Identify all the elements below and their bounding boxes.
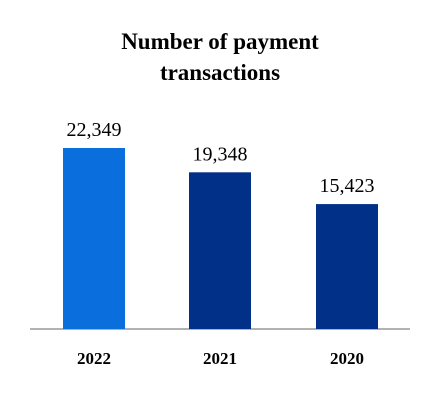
x-tick-label: 2021	[203, 349, 237, 368]
bar	[63, 148, 125, 329]
x-tick-label: 2020	[330, 349, 364, 368]
bar	[316, 204, 378, 329]
value-label: 19,348	[193, 143, 248, 165]
x-tick-label: 2022	[77, 349, 111, 368]
bar	[189, 172, 251, 329]
chart-title: Number of payment transactions	[121, 29, 319, 85]
value-label: 22,349	[67, 119, 122, 141]
value-label: 15,423	[320, 175, 375, 197]
